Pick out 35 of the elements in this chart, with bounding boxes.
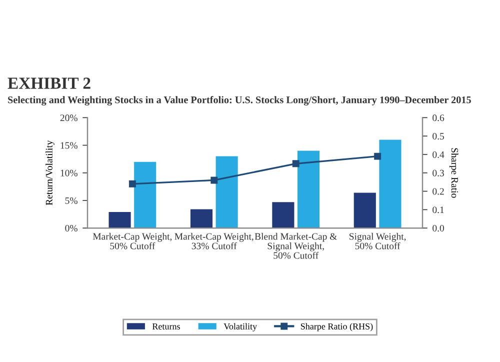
- bar: [190, 209, 213, 228]
- y-tick-label: 15%: [60, 142, 78, 149]
- y2-tick-label: 0.6: [432, 114, 444, 122]
- y2-tick-label: 0.2: [432, 188, 444, 195]
- y-tick-label: 20%: [60, 114, 78, 122]
- bar: [108, 212, 131, 228]
- legend-label: Returns: [152, 323, 180, 330]
- y-axis-title: Return/Volatility: [46, 140, 54, 206]
- y-tick-label: 10%: [60, 170, 78, 176]
- x-tick-label: Signal Weight, 50% Cutoff: [350, 232, 406, 250]
- chart-subtitle: Selecting and Weighting Stocks in a Value Portfolio: U.S. Stocks Long/Short, January 1990–December 2015: [8, 96, 471, 106]
- y-tick-label: 5%: [65, 197, 78, 204]
- x-tick-label: Market-Cap Weight, 33% Cutoff: [174, 232, 254, 250]
- legend-label: Volatility: [224, 323, 258, 332]
- legend-label: Sharpe Ratio (RHS): [300, 323, 373, 332]
- y2-tick-label: 0.3: [432, 170, 444, 176]
- y2-tick-label: 0.0: [432, 224, 444, 232]
- bar: [379, 140, 402, 228]
- y-tick-label: 0%: [65, 224, 78, 232]
- bar: [297, 150, 320, 228]
- bar: [272, 202, 294, 228]
- point: [210, 176, 218, 184]
- chart-title: EXHIBIT 2: [8, 78, 90, 89]
- y2-tick-label: 0.5: [432, 132, 444, 140]
- bar: [354, 192, 376, 228]
- y2-axis-title: Sharpe Ratio: [449, 148, 458, 198]
- point: [128, 180, 136, 188]
- y2-tick-label: 0.1: [432, 206, 444, 214]
- bar: [216, 156, 238, 228]
- point: [374, 152, 382, 160]
- bar: [134, 162, 156, 228]
- point: [292, 160, 300, 168]
- y2-tick-label: 0.4: [432, 151, 444, 158]
- x-tick-label: Market-Cap Weight, 50% Cutoff: [92, 232, 172, 250]
- x-tick-label: Blend Market-Cap & Signal Weight, 50% Cutoff: [254, 232, 337, 259]
